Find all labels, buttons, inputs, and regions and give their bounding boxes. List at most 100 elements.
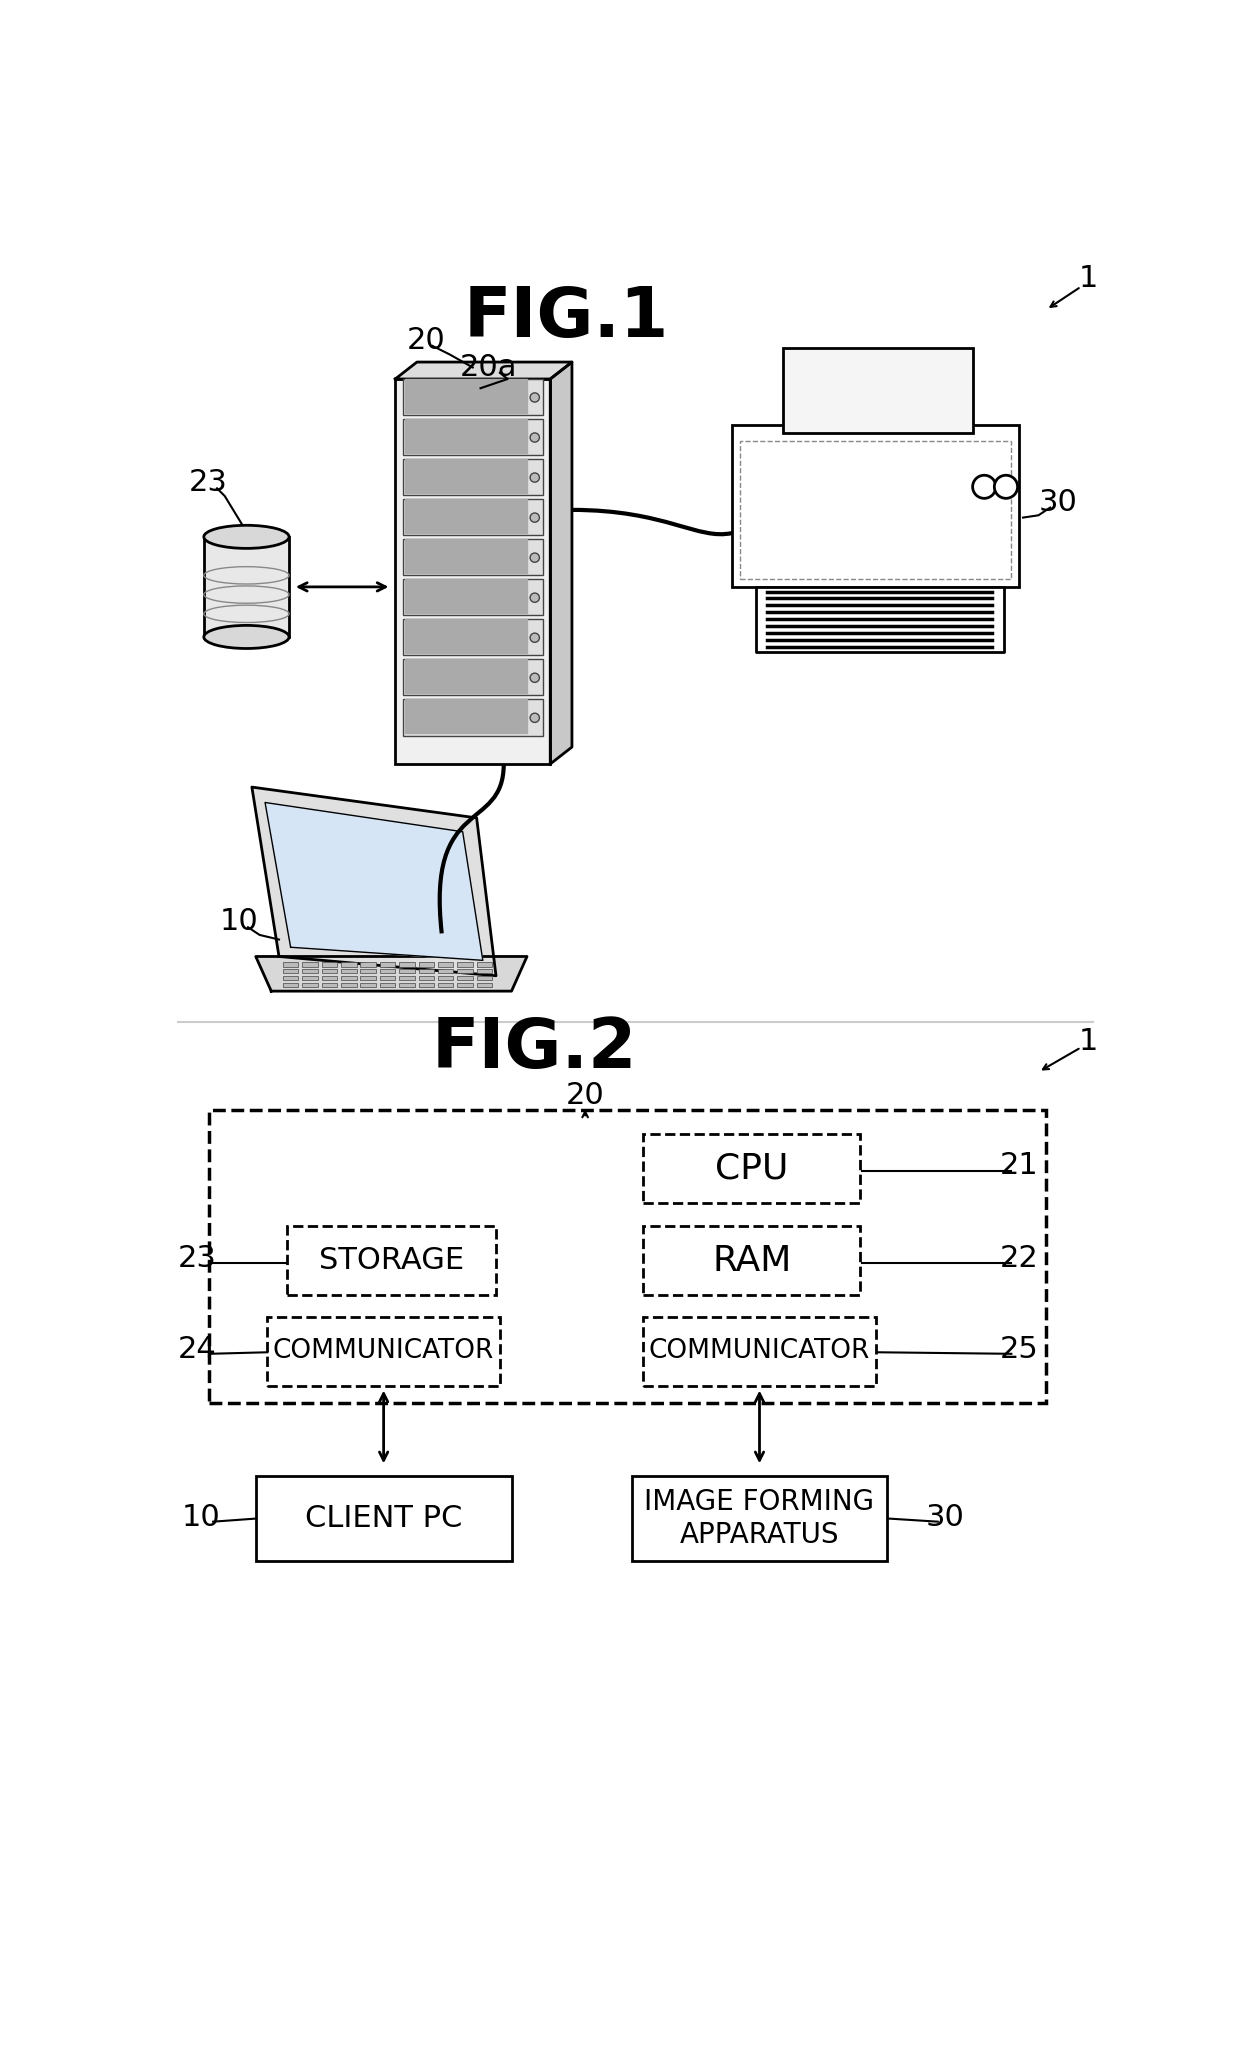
Bar (303, 969, 317, 973)
Polygon shape (404, 686, 527, 688)
Bar (403, 660, 543, 695)
Bar (321, 975, 337, 981)
Bar (782, 348, 972, 433)
Bar (476, 969, 492, 973)
Bar (396, 379, 551, 765)
Bar (403, 540, 543, 575)
Polygon shape (404, 394, 527, 398)
Polygon shape (404, 511, 527, 513)
Text: 30: 30 (926, 1502, 965, 1531)
Polygon shape (404, 439, 527, 441)
Text: 22: 22 (999, 1245, 1039, 1274)
Polygon shape (404, 515, 527, 517)
Polygon shape (404, 670, 527, 674)
Polygon shape (404, 649, 527, 653)
Text: 1: 1 (1079, 264, 1099, 293)
Bar (321, 983, 337, 987)
Bar (438, 975, 454, 981)
Text: CLIENT PC: CLIENT PC (305, 1505, 463, 1533)
Polygon shape (404, 519, 527, 521)
Bar (740, 441, 1012, 579)
Polygon shape (404, 711, 527, 713)
Polygon shape (404, 423, 527, 427)
Bar (283, 983, 299, 987)
Polygon shape (404, 678, 527, 682)
Polygon shape (404, 449, 527, 453)
Polygon shape (404, 610, 527, 612)
Polygon shape (404, 443, 527, 445)
Bar (476, 983, 492, 987)
Bar (286, 1226, 496, 1294)
Bar (438, 962, 454, 967)
Circle shape (531, 594, 539, 602)
Polygon shape (404, 664, 527, 666)
Bar (458, 983, 472, 987)
Polygon shape (404, 445, 527, 449)
Bar (341, 983, 357, 987)
Polygon shape (404, 571, 527, 573)
Text: CPU: CPU (715, 1152, 789, 1185)
Polygon shape (404, 507, 527, 509)
Ellipse shape (203, 624, 289, 649)
Circle shape (994, 476, 1018, 499)
Bar (644, 1134, 861, 1204)
Circle shape (531, 394, 539, 402)
Polygon shape (404, 594, 527, 598)
Polygon shape (265, 802, 482, 960)
Polygon shape (252, 787, 496, 975)
Polygon shape (404, 719, 527, 721)
Bar (476, 975, 492, 981)
Polygon shape (404, 635, 527, 637)
Polygon shape (404, 383, 527, 385)
Text: 10: 10 (219, 907, 258, 936)
Text: 20a: 20a (460, 352, 517, 381)
Bar (631, 1476, 888, 1560)
Polygon shape (404, 631, 527, 635)
Text: COMMUNICATOR: COMMUNICATOR (273, 1338, 495, 1364)
Bar (458, 962, 472, 967)
Circle shape (531, 674, 539, 682)
Text: COMMUNICATOR: COMMUNICATOR (649, 1338, 870, 1364)
Bar (419, 975, 434, 981)
Polygon shape (404, 464, 527, 466)
Polygon shape (404, 668, 527, 670)
Bar (403, 699, 543, 736)
Circle shape (531, 552, 539, 563)
Circle shape (531, 433, 539, 443)
Polygon shape (551, 363, 572, 765)
Polygon shape (404, 460, 527, 462)
Polygon shape (404, 674, 527, 678)
Polygon shape (404, 540, 527, 542)
Bar (361, 975, 376, 981)
Polygon shape (404, 474, 527, 478)
Polygon shape (404, 418, 527, 423)
Bar (361, 962, 376, 967)
Bar (438, 983, 454, 987)
Text: 21: 21 (999, 1152, 1039, 1181)
Bar (399, 962, 414, 967)
Bar (341, 969, 357, 973)
Circle shape (531, 713, 539, 723)
Polygon shape (404, 602, 527, 606)
Polygon shape (396, 363, 572, 379)
Circle shape (531, 513, 539, 521)
Circle shape (531, 633, 539, 643)
Polygon shape (404, 618, 527, 622)
Bar (438, 969, 454, 973)
Polygon shape (404, 606, 527, 610)
Text: 20: 20 (407, 326, 445, 354)
Polygon shape (404, 583, 527, 585)
Bar (458, 975, 472, 981)
Bar (399, 969, 414, 973)
Bar (379, 975, 396, 981)
Text: FIG.2: FIG.2 (432, 1016, 637, 1082)
Bar (321, 969, 337, 973)
Polygon shape (404, 435, 527, 437)
Polygon shape (404, 482, 527, 484)
Polygon shape (404, 466, 527, 470)
Polygon shape (404, 643, 527, 645)
Bar (403, 618, 543, 655)
Polygon shape (404, 559, 527, 561)
Polygon shape (404, 715, 527, 717)
Polygon shape (404, 587, 527, 589)
